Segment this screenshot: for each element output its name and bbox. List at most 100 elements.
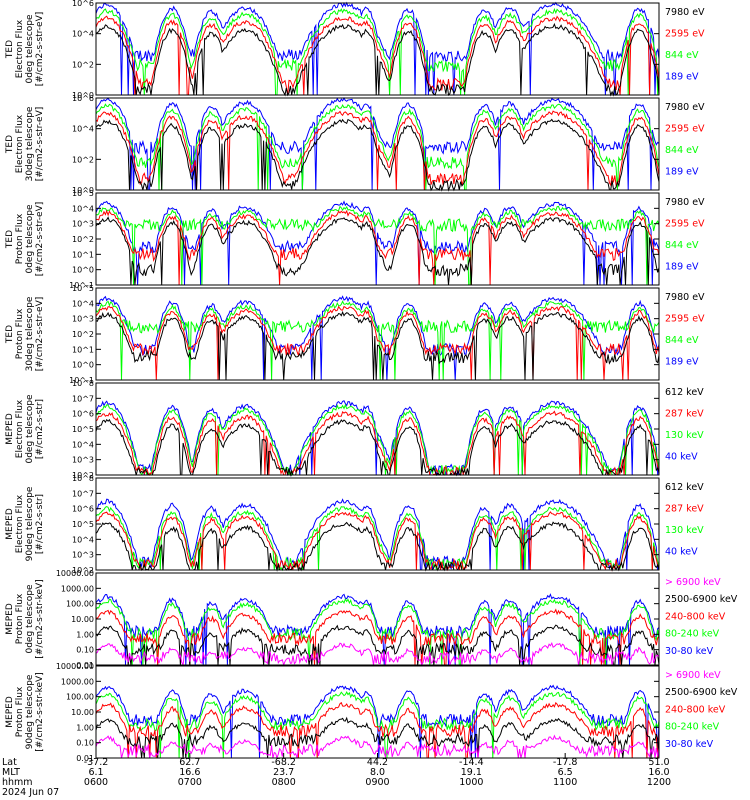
x-tick-mlt: 16.6 xyxy=(179,767,200,778)
y-tick-label: 10.00 xyxy=(71,708,94,717)
legend-entry: 7980 eV xyxy=(665,197,705,208)
panel-6-series-1 xyxy=(95,498,660,571)
x-axis-row-label: Lat xyxy=(2,757,17,768)
y-tick-label: 10^2 xyxy=(72,471,94,480)
x-tick-lat: -17.8 xyxy=(553,757,578,768)
legend-entry: 844 eV xyxy=(665,145,699,156)
panel-6-series-3 xyxy=(95,511,660,572)
y-tick-label: 10^2 xyxy=(72,235,94,244)
y-tick-label: 10^4 xyxy=(72,30,94,39)
y-tick-label: 10^2 xyxy=(72,566,94,575)
panel-5: 10^2 10^3 10^4 10^5 10^6 10^7 10^8 MEPED Electro… xyxy=(5,379,704,480)
y-tick-label: 10^-1 xyxy=(69,376,94,385)
y-axis-label: Electron Flux xyxy=(15,399,25,458)
panel-4: 10^-1 10^0 10^1 10^2 10^3 10^4 10^5 TED Proton F… xyxy=(5,284,705,385)
x-tick-hhmm: 0800 xyxy=(272,777,296,788)
y-axis-label: TED xyxy=(5,230,15,249)
y-tick-label: 10^5 xyxy=(72,520,94,529)
y-tick-label: 10^0 xyxy=(72,186,94,195)
y-axis-label: [#/cm2-s-str-eV] xyxy=(35,202,45,277)
y-axis-label: MEPED xyxy=(5,696,15,728)
legend-entry: 30-80 keV xyxy=(665,739,714,750)
y-axis-label: Proton Flux xyxy=(15,308,25,359)
legend-entry: 189 eV xyxy=(665,262,699,273)
panel-7-series-5 xyxy=(95,641,660,667)
panel-4-series-3 xyxy=(95,305,660,381)
panel-8: 0.01 0.10 1.00 10.00 100.00 1000.00 10000.00 ME… xyxy=(5,662,738,763)
panel-7-frame xyxy=(95,572,660,666)
y-axis-label: TED xyxy=(5,135,15,154)
panel-8-series-3 xyxy=(95,701,660,759)
x-tick-hhmm: 0600 xyxy=(84,777,108,788)
y-tick-label: 1000.00 xyxy=(61,584,94,593)
y-tick-label: 0.10 xyxy=(76,646,94,655)
panel-4-frame xyxy=(95,287,660,381)
legend-entry: 189 eV xyxy=(665,72,699,83)
panel-1-frame xyxy=(95,2,660,96)
legend-entry: 240-800 keV xyxy=(665,611,726,622)
y-axis-label: TED xyxy=(5,325,15,344)
panel-2-series-4 xyxy=(95,118,660,192)
panel-2-series-2 xyxy=(95,103,660,191)
legend-entry: 40 keV xyxy=(665,547,698,558)
y-tick-label: 10^1 xyxy=(72,345,94,354)
y-axis-label: Proton Flux xyxy=(15,213,25,264)
legend-entry: 2595 eV xyxy=(665,124,705,135)
y-axis-label: [#/cm2-s-str-keV] xyxy=(35,579,45,658)
y-tick-label: 10.00 xyxy=(71,615,94,624)
x-tick-mlt: 6.5 xyxy=(558,767,573,778)
legend-entry: 2595 eV xyxy=(665,314,705,325)
x-tick-lat: 44.2 xyxy=(367,757,388,768)
legend-entry: 80-240 keV xyxy=(665,629,720,640)
y-tick-label: 10^2 xyxy=(72,330,94,339)
legend-entry: 612 keV xyxy=(665,387,704,398)
panel-5-series-2 xyxy=(95,403,660,477)
panel-3: 10^-1 10^0 10^1 10^2 10^3 10^4 10^5 TED Proton F… xyxy=(5,189,705,290)
y-tick-label: 10000.00 xyxy=(56,569,94,578)
panel-8-series-5 xyxy=(95,734,660,760)
panel-1-series-4 xyxy=(95,22,660,97)
y-tick-label: 10^4 xyxy=(72,204,94,213)
x-tick-hhmm: 1100 xyxy=(553,777,577,788)
legend-entry: 189 eV xyxy=(665,167,699,178)
panel-3-series-2 xyxy=(95,205,660,286)
y-axis-label: Electron Flux xyxy=(15,19,25,78)
legend-entry: 287 keV xyxy=(665,504,704,515)
x-tick-hhmm: 0700 xyxy=(178,777,202,788)
legend-entry: 40 keV xyxy=(665,452,698,463)
y-axis-label: [#/cm2-s-str-eV] xyxy=(35,107,45,182)
y-tick-label: 10^7 xyxy=(72,489,94,498)
y-tick-label: 10^5 xyxy=(72,284,94,293)
y-tick-label: 10^0 xyxy=(72,361,94,370)
legend-entry: 189 eV xyxy=(665,357,699,368)
panel-1-series-3 xyxy=(95,15,660,96)
y-tick-label: 10^4 xyxy=(72,299,94,308)
panel-3-series-4 xyxy=(95,216,660,286)
legend-entry: 7980 eV xyxy=(665,102,705,113)
x-tick-lat: 51.0 xyxy=(648,757,669,768)
legend-entry: 240-800 keV xyxy=(665,704,726,715)
legend-entry: 844 eV xyxy=(665,335,699,346)
legend-entry: > 6900 keV xyxy=(665,670,721,681)
y-tick-label: 10^6 xyxy=(72,505,94,514)
y-tick-label: 10^0 xyxy=(72,266,94,275)
y-axis-label: MEPED xyxy=(5,508,15,540)
x-tick-lat: -37.2 xyxy=(84,757,109,768)
x-axis-row-label: 2024 Jun 07 xyxy=(2,787,59,798)
legend-entry: 7980 eV xyxy=(665,292,705,303)
y-axis-label: Proton Flux xyxy=(15,593,25,644)
legend-entry: 2595 eV xyxy=(665,219,705,230)
legend-entry: 130 keV xyxy=(665,430,704,441)
panel-1-series-1 xyxy=(95,1,660,96)
y-tick-label: 10000.00 xyxy=(56,662,94,671)
legend-entry: 2500-6900 keV xyxy=(665,687,738,698)
y-axis-label: [#/cm2-s-str-keV] xyxy=(35,672,45,751)
legend-entry: 80-240 keV xyxy=(665,722,720,733)
y-tick-label: 10^2 xyxy=(72,155,94,164)
y-tick-label: 10^4 xyxy=(72,440,94,449)
y-tick-label: 100.00 xyxy=(66,693,94,702)
legend-entry: > 6900 keV xyxy=(665,577,721,588)
panel-7: 0.01 0.10 1.00 10.00 100.00 1000.00 10000.00 ME… xyxy=(5,569,738,670)
y-tick-label: 1.00 xyxy=(76,723,94,732)
